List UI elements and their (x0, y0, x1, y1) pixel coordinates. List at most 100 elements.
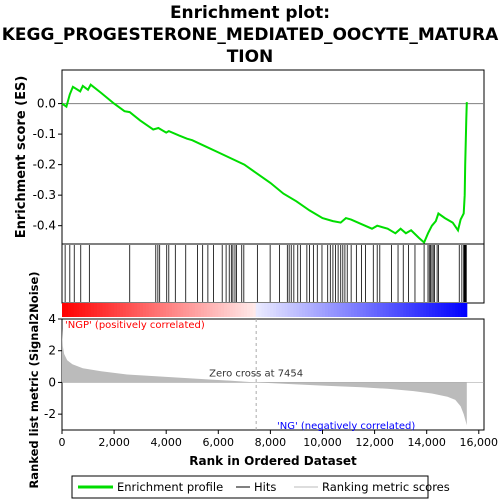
rank-color-segment (463, 303, 468, 317)
rank-color-segment (229, 303, 234, 317)
metric-panel: Zero cross at 7454 'NGP' (positively cor… (27, 271, 498, 488)
rank-color-segment (177, 303, 182, 317)
rank-color-segment (128, 303, 132, 317)
rank-color-segment (108, 303, 112, 317)
es-y-ticks: 0.0 -0.1 -0.2 -0.3 -0.4 (33, 97, 62, 233)
rank-color-segment (209, 303, 213, 317)
rank-color-segment (336, 303, 341, 317)
rank-color-segment (244, 303, 248, 317)
ranking-metric-area (62, 328, 467, 426)
rank-color-segment (420, 303, 424, 317)
rank-color-segment (70, 303, 75, 317)
rank-color-segment (345, 303, 349, 317)
rank-color-segment (192, 303, 196, 317)
rank-color-segment (411, 303, 416, 317)
rank-color-segment (351, 303, 355, 317)
rank-color-segment (287, 303, 291, 317)
rank-color-segment (90, 303, 95, 317)
rank-color-segment (151, 303, 156, 317)
rank-color-segment (388, 303, 393, 317)
rank-color-segment (206, 303, 210, 317)
x-tick-label: 16,000 (460, 436, 499, 449)
rank-color-segment (385, 303, 390, 317)
rank-color-segment (241, 303, 245, 317)
x-tick-label: 0 (59, 436, 66, 449)
rank-color-segment (342, 303, 346, 317)
rank-color-segment (290, 303, 294, 317)
es-y-tick-label: -0.4 (33, 219, 56, 233)
enrichment-profile-line (61, 83, 468, 245)
rank-color-segment (368, 303, 372, 317)
metric-x-ticks: 0 2,000 4,000 6,000 8,000 10,000 12,000 14,000 1… (59, 430, 499, 449)
rank-color-segment (105, 303, 109, 317)
rank-color-segment (67, 303, 72, 317)
hit-lines (64, 245, 467, 302)
chart-title-line-2: KEGG_PROGESTERONE_MEDIATED_OOCYTE_MATURA (2, 25, 499, 45)
rank-color-segment (212, 303, 216, 317)
rank-color-segment (140, 303, 144, 317)
rank-color-segment (122, 303, 127, 317)
rank-color-segment (247, 303, 251, 317)
rank-color-segment (111, 303, 115, 317)
rank-color-segment (154, 303, 158, 317)
rank-color-segment (197, 303, 202, 317)
rank-color-segment (440, 303, 445, 317)
rank-color-segment (88, 303, 92, 317)
rank-color-segment (249, 303, 254, 317)
rank-color-segment (93, 303, 98, 317)
rank-color-segment (226, 303, 231, 317)
legend-label-hits: Hits (254, 480, 276, 494)
rank-color-segment (293, 303, 297, 317)
rank-color-segment (186, 303, 190, 317)
rank-color-segment (189, 303, 193, 317)
rank-color-segment (313, 303, 317, 317)
rank-color-segment (235, 303, 239, 317)
rank-color-segment (168, 303, 173, 317)
rank-color-segment (142, 303, 147, 317)
rank-color-segment (96, 303, 101, 317)
rank-color-segment (273, 303, 277, 317)
rank-color-segment (304, 303, 309, 317)
rank-color-segment (125, 303, 130, 317)
chart-title-line-1: Enrichment plot: (170, 3, 330, 23)
rank-color-segment (408, 303, 413, 317)
rank-color-segment (391, 303, 396, 317)
rank-color-segment (400, 303, 404, 317)
rank-color-segment (325, 303, 329, 317)
x-tick-label: 14,000 (407, 436, 446, 449)
rank-color-segment (79, 303, 83, 317)
rank-color-segment (299, 303, 303, 317)
rank-color-segment (137, 303, 141, 317)
rank-color-segment (330, 303, 335, 317)
rank-color-segment (267, 303, 271, 317)
rank-color-segment (221, 303, 225, 317)
rank-color-segment (394, 303, 398, 317)
rank-color-segment (446, 303, 450, 317)
rank-color-segment (99, 303, 103, 317)
rank-color-segment (85, 303, 89, 317)
rank-color-segment (382, 303, 387, 317)
rank-color-segment (238, 303, 242, 317)
rank-color-segment (319, 303, 323, 317)
rank-color-segment (76, 303, 80, 317)
rank-color-segment (296, 303, 300, 317)
rank-color-segment (356, 303, 361, 317)
zero-cross-label: Zero cross at 7454 (209, 368, 303, 379)
rank-color-segment (119, 303, 124, 317)
rank-color-segment (131, 303, 135, 317)
rank-color-segment (455, 303, 459, 317)
rank-color-segment (261, 303, 265, 317)
rank-color-segment (301, 303, 306, 317)
rank-color-segment (406, 303, 410, 317)
negative-correlation-label: 'NG' (negatively correlated) (277, 421, 415, 432)
rank-color-segment (163, 303, 167, 317)
rank-color-segment (359, 303, 364, 317)
rank-color-segment (443, 303, 448, 317)
rank-color-segment (377, 303, 381, 317)
es-y-tick-label: -0.3 (33, 188, 56, 202)
rank-color-segment (437, 303, 442, 317)
rank-color-segment (232, 303, 236, 317)
rank-color-segment (426, 303, 430, 317)
